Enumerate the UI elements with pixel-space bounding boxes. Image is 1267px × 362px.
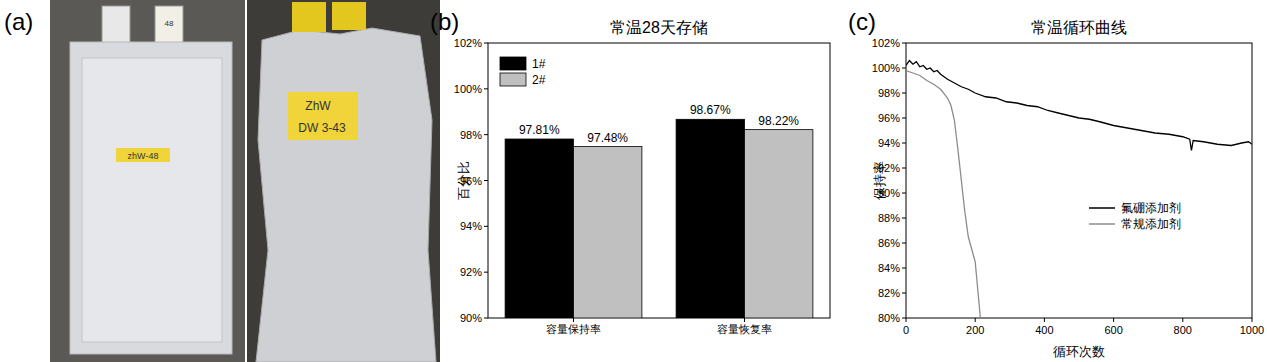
text: 48 bbox=[165, 19, 174, 28]
x-axis-label: 循环次数 bbox=[1053, 344, 1105, 359]
panel-label: (b) bbox=[430, 8, 459, 35]
x-tick-label: 200 bbox=[966, 324, 984, 336]
legend-swatch bbox=[1089, 223, 1115, 225]
y-tick-label: 92% bbox=[460, 266, 482, 278]
x-tick bbox=[573, 318, 574, 322]
y-tick-label: 100% bbox=[872, 62, 900, 74]
y-tick-label: 98% bbox=[460, 129, 482, 141]
y-tick bbox=[484, 226, 488, 227]
bar bbox=[574, 147, 642, 318]
data-label: 98.22% bbox=[758, 114, 799, 128]
y-tick bbox=[902, 118, 906, 119]
y-tick bbox=[902, 193, 906, 194]
line bbox=[906, 71, 980, 319]
x-tick-label: 容量保持率 bbox=[546, 323, 601, 335]
y-tick-label: 100% bbox=[454, 83, 482, 95]
x-tick bbox=[906, 318, 907, 322]
line bbox=[906, 61, 1252, 151]
y-tick-label: 90% bbox=[460, 312, 482, 324]
x-tick-label: 1000 bbox=[1240, 324, 1264, 336]
x-tick-label: 容量恢复率 bbox=[717, 323, 772, 335]
photo-background bbox=[50, 0, 245, 362]
x-tick-label: 600 bbox=[1104, 324, 1122, 336]
sticker bbox=[288, 92, 358, 140]
title: 常温循环曲线 bbox=[1031, 19, 1127, 36]
data-label: 97.81% bbox=[519, 123, 560, 137]
y-tick-label: 82% bbox=[878, 287, 900, 299]
y-tick bbox=[484, 180, 488, 181]
title: 常温28天存储 bbox=[610, 19, 708, 36]
y-tick bbox=[484, 272, 488, 273]
marks bbox=[505, 119, 813, 318]
marks bbox=[906, 61, 1252, 319]
y-tick bbox=[902, 293, 906, 294]
y-axis-label: 百分比 bbox=[456, 161, 471, 200]
text: DW 3-43 bbox=[298, 121, 346, 135]
text: zhW-48 bbox=[128, 151, 159, 161]
y-tick-label: 102% bbox=[872, 37, 900, 49]
legend-swatch bbox=[1089, 207, 1115, 209]
y-tick bbox=[902, 268, 906, 269]
y-tick-label: 84% bbox=[878, 262, 900, 274]
pouch-cell bbox=[70, 42, 232, 354]
data-label: 98.67% bbox=[690, 103, 731, 117]
bar bbox=[505, 139, 573, 318]
text: (a) bbox=[4, 8, 33, 35]
y-tick-label: 96% bbox=[878, 112, 900, 124]
y-tick bbox=[902, 243, 906, 244]
plot-frame bbox=[906, 43, 1252, 318]
legend-label: 氟硼添加剂 bbox=[1121, 201, 1181, 215]
bar bbox=[676, 119, 744, 318]
y-tick bbox=[902, 143, 906, 144]
x-tick bbox=[1113, 318, 1114, 322]
y-axis-label: 保持率 bbox=[872, 161, 887, 200]
y-tick bbox=[902, 168, 906, 169]
y-tick bbox=[902, 43, 906, 44]
y-tick-label: 88% bbox=[878, 212, 900, 224]
x-tick bbox=[1044, 318, 1045, 322]
y-tick bbox=[484, 134, 488, 135]
y-tick bbox=[902, 218, 906, 219]
data-label: 97.48% bbox=[587, 131, 628, 145]
x-tick bbox=[744, 318, 745, 322]
legend-label: 2# bbox=[532, 73, 546, 87]
y-tick-label: 98% bbox=[878, 87, 900, 99]
legend-label: 常规添加剂 bbox=[1121, 217, 1181, 231]
y-tick-label: 102% bbox=[454, 37, 482, 49]
y-tick-label: 94% bbox=[460, 220, 482, 232]
y-tick bbox=[902, 93, 906, 94]
bar bbox=[745, 130, 813, 318]
legend-swatch bbox=[500, 73, 526, 86]
swollen-pouch bbox=[256, 28, 436, 362]
plot-frame bbox=[488, 43, 830, 318]
y-tick-label: 94% bbox=[878, 137, 900, 149]
y-tick bbox=[484, 318, 488, 319]
x-tick-label: 800 bbox=[1174, 324, 1192, 336]
x-tick-label: 400 bbox=[1035, 324, 1053, 336]
y-tick-label: 80% bbox=[878, 312, 900, 324]
x-tick-label: 0 bbox=[903, 324, 909, 336]
sticker bbox=[116, 148, 170, 162]
x-tick bbox=[1182, 318, 1183, 322]
photo: 48 zhW-48 ZhW DW 3-43 bbox=[50, 0, 440, 362]
x-tick bbox=[975, 318, 976, 322]
y-tick bbox=[902, 318, 906, 319]
text: ZhW bbox=[305, 99, 331, 113]
legend-swatch bbox=[500, 57, 526, 70]
legend-label: 1# bbox=[532, 57, 546, 71]
photo-background bbox=[247, 0, 440, 362]
pouch-body bbox=[82, 58, 222, 342]
y-tick-label: 86% bbox=[878, 237, 900, 249]
cell-tab bbox=[155, 6, 183, 44]
cell-tab bbox=[102, 6, 130, 44]
cell-tab bbox=[332, 2, 366, 30]
panel-label: (c) bbox=[848, 8, 876, 35]
y-tick bbox=[484, 88, 488, 89]
figure: (a) 48 zhW-48 ZhW DW 3-43 90% 92% 94% 96% 98% 100%… bbox=[0, 0, 1267, 362]
x-tick bbox=[1252, 318, 1253, 322]
y-tick bbox=[484, 43, 488, 44]
y-tick bbox=[902, 68, 906, 69]
cell-tab bbox=[292, 2, 326, 32]
